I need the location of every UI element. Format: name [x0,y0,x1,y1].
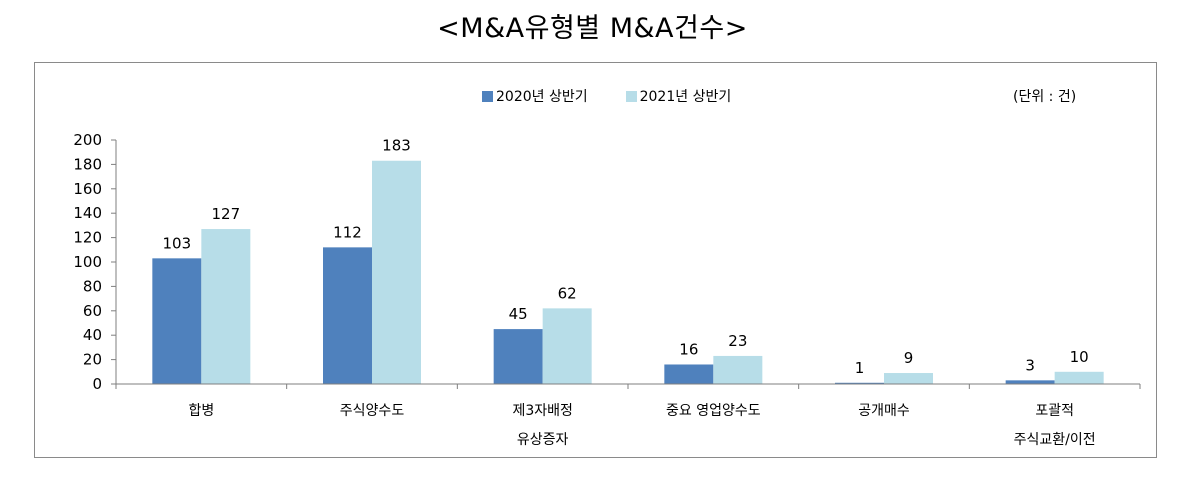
data-label: 9 [904,349,914,367]
y-tick-label: 180 [73,155,102,173]
bar-2020 [323,247,372,384]
category-label: 중요 영업양수도 [666,403,761,419]
y-tick-label: 40 [83,326,102,344]
bar-2020 [1005,380,1055,384]
y-tick-label: 140 [73,204,102,222]
bar-2021 [884,373,933,384]
data-label: 1 [855,359,865,377]
category-label: 포괄적 [1035,403,1074,419]
data-label: 62 [558,284,577,302]
category-label: 주식양수도 [340,403,405,419]
data-label: 16 [679,340,698,358]
bar-2021 [372,160,421,384]
data-label: 45 [509,305,528,323]
category-label: 공개매수 [858,403,910,419]
data-label: 112 [333,223,362,241]
legend-label-2021: 2021년 상반기 [639,89,732,105]
legend-swatch-2020 [482,90,493,102]
y-tick-label: 200 [73,131,102,149]
legend: 2020년 상반기 2021년 상반기 [482,86,769,106]
y-tick-label: 20 [83,351,102,369]
y-tick-label: 120 [73,229,102,247]
y-tick-label: 0 [92,375,102,393]
bar-2021 [542,308,592,384]
category-label: 제3자배정 [512,403,572,419]
data-label: 103 [163,234,192,252]
category-label: 합병 [188,403,214,419]
bar-2020 [664,364,714,384]
y-tick-label: 160 [73,180,102,198]
bar-2020 [493,329,543,384]
data-label: 23 [728,332,747,350]
data-label: 3 [1025,356,1035,374]
legend-swatch-2021 [625,90,637,102]
y-tick-label: 80 [83,277,102,295]
legend-item-2020: 2020년 상반기 [482,86,588,106]
category-label: 주식교환/이전 [1014,432,1096,448]
unit-label: (단위 : 건) [1013,89,1077,105]
data-label: 10 [1070,348,1089,366]
y-tick-label: 100 [73,253,102,271]
bar-2021 [201,229,251,384]
legend-item-2021: 2021년 상반기 [625,86,732,106]
chart-title: <M&A유형별 M&A건수> [437,13,748,44]
data-label: 127 [212,205,241,223]
y-tick-label: 60 [83,302,102,320]
bar-2021 [713,355,763,384]
category-label: 유상증자 [517,432,569,448]
bar-2020 [835,382,884,384]
data-label: 183 [382,137,411,155]
chart-frame [34,62,1157,458]
bar-2020 [152,258,202,384]
bar-2021 [1054,371,1104,384]
legend-label-2020: 2020년 상반기 [496,89,588,105]
